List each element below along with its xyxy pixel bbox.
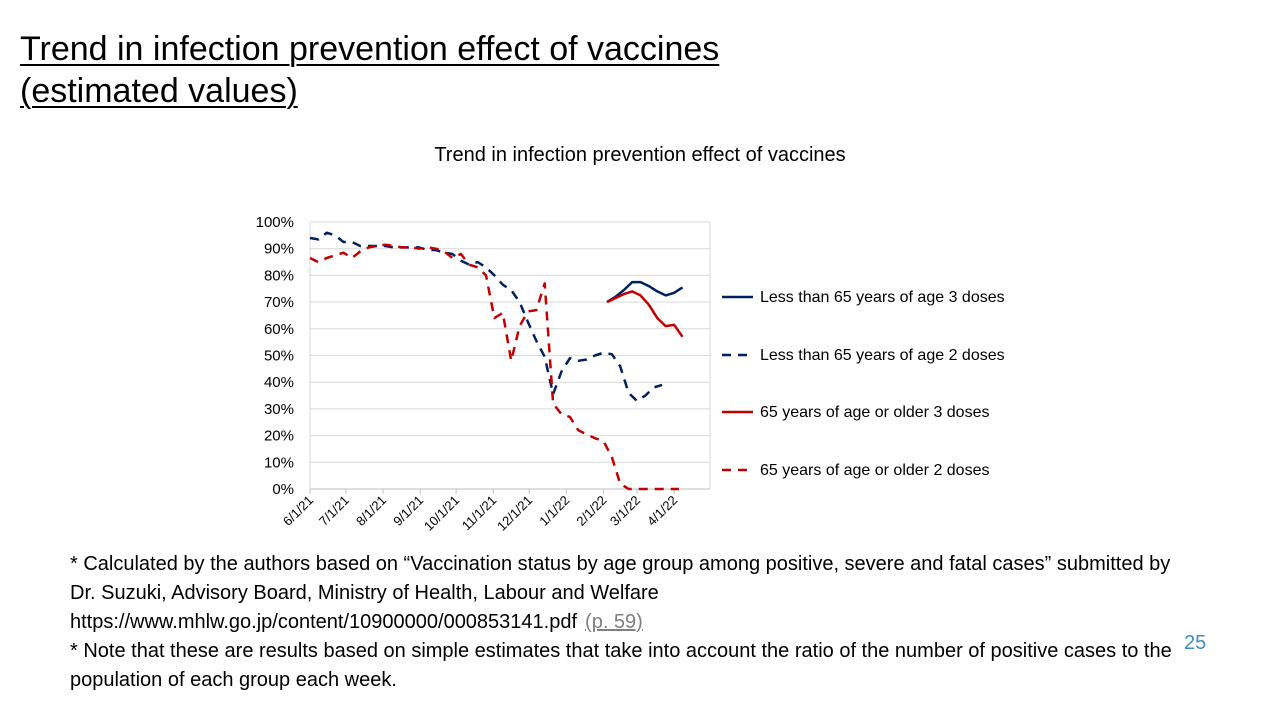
x-tick-label: 8/1/21 bbox=[353, 493, 389, 529]
chart-title: Trend in infection prevention effect of … bbox=[434, 144, 846, 166]
x-tick-label: 10/1/21 bbox=[421, 493, 462, 534]
footnotes: * Calculated by the authors based on “Va… bbox=[70, 550, 1180, 695]
y-tick-label: 40% bbox=[264, 374, 294, 391]
x-tick-label: 12/1/21 bbox=[494, 493, 535, 534]
legend: Less than 65 years of age 3 doses Less th… bbox=[722, 289, 1005, 479]
legend-label-2: Less than 65 years of age 2 doses bbox=[760, 347, 1005, 364]
grid-lines bbox=[309, 221, 711, 490]
y-tick-label: 100% bbox=[256, 214, 294, 231]
legend-label-4: 65 years of age or older 2 doses bbox=[760, 462, 989, 479]
y-tick-label: 20% bbox=[264, 428, 294, 445]
x-tick-label: 3/1/22 bbox=[607, 493, 643, 529]
x-tick-label: 1/1/22 bbox=[536, 493, 572, 529]
footnote-source: * Calculated by the authors based on “Va… bbox=[70, 553, 1171, 604]
series-line-3 bbox=[606, 290, 684, 338]
footnote-method: * Note that these are results based on s… bbox=[70, 640, 1172, 691]
y-tick-label: 60% bbox=[264, 321, 294, 338]
slide-title-line1: Trend in infection prevention effect of … bbox=[20, 30, 720, 68]
x-tick-label: 2/1/22 bbox=[573, 493, 609, 529]
x-tick-label: 4/1/22 bbox=[644, 493, 680, 529]
footnote-url-line: https://www.mhlw.go.jp/content/10900000/… bbox=[70, 608, 1180, 637]
y-tick-label: 50% bbox=[264, 348, 294, 365]
y-tick-label: 0% bbox=[272, 481, 294, 498]
y-tick-label: 70% bbox=[264, 294, 294, 311]
page-number: 25 bbox=[1184, 632, 1207, 654]
series-lines bbox=[309, 231, 684, 491]
legend-label-3: 65 years of age or older 3 doses bbox=[760, 404, 989, 421]
page-reference-link[interactable]: (p. 59) bbox=[585, 611, 643, 633]
y-tick-label: 30% bbox=[264, 401, 294, 418]
y-tick-label: 90% bbox=[264, 241, 294, 258]
series-line-2 bbox=[309, 231, 663, 403]
legend-label-1: Less than 65 years of age 3 doses bbox=[760, 289, 1005, 306]
line-chart: 0%10%20%30%40%50%60%70%80%90%100%6/1/21 7… bbox=[256, 214, 1005, 534]
x-tick-label: 7/1/21 bbox=[316, 493, 352, 529]
slide-title: Trend in infection prevention effect of … bbox=[20, 28, 719, 112]
axes: 0%10%20%30%40%50%60%70%80%90%100%6/1/21 7… bbox=[256, 214, 710, 534]
y-tick-label: 80% bbox=[264, 267, 294, 284]
slide-title-line2: (estimated values) bbox=[20, 72, 298, 110]
y-tick-label: 10% bbox=[264, 454, 294, 471]
series-line-4 bbox=[309, 243, 679, 491]
source-url: https://www.mhlw.go.jp/content/10900000/… bbox=[70, 611, 578, 633]
series-line-1 bbox=[606, 280, 684, 304]
x-tick-label: 11/1/21 bbox=[459, 493, 500, 534]
